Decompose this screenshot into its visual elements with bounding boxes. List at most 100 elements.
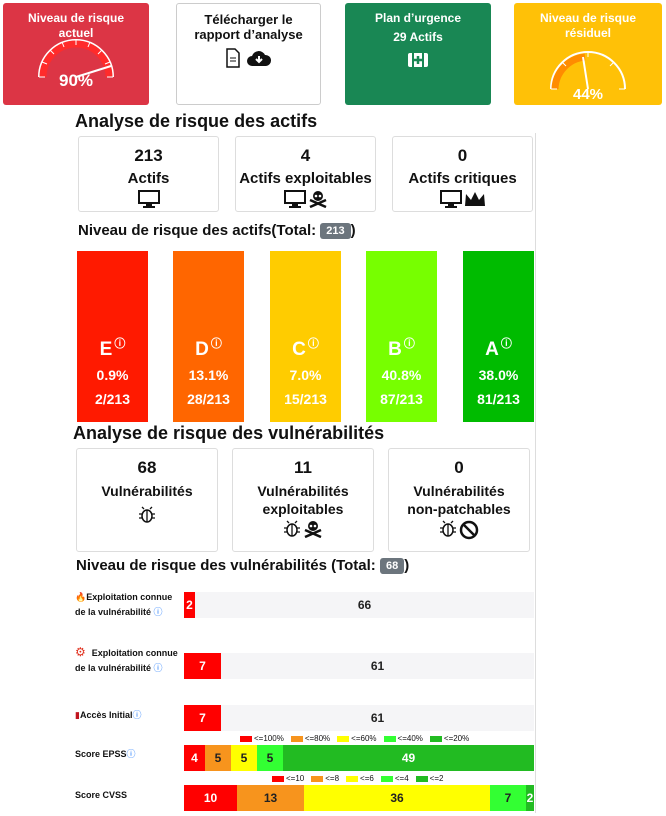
row-known-exploit-2-bar[interactable]: 7 61	[184, 653, 534, 679]
legend-item: <=80%	[290, 734, 330, 743]
vulns-exploitable-box[interactable]: 11 Vulnérabilités exploitables	[232, 448, 374, 552]
fire-icon: 🔥	[75, 592, 87, 602]
row-known-exploit-2-text: Exploitation connue de la vulnérabilité	[75, 648, 178, 673]
bar-rest-segment: 61	[221, 705, 534, 731]
cvss-bar[interactable]: 10 13 36 7 2	[184, 785, 534, 811]
bar-rest-segment: 66	[195, 592, 534, 618]
monitor-icon	[439, 190, 462, 208]
bar-red-segment: 7	[184, 653, 221, 679]
cvss-segment-green: 2	[526, 785, 534, 811]
epss-bar[interactable]: 4 5 5 5 49	[184, 745, 534, 771]
skull-crossbones-icon	[308, 191, 327, 208]
assets-level-paren: )	[350, 222, 356, 239]
grade-b-letter: B	[388, 339, 402, 360]
row-initial-access-label: ▮Accès Initialⓘ	[75, 708, 180, 723]
row-known-exploit-text: Exploitation connue de la vulnérabilité	[75, 592, 173, 617]
vulns-level-heading: Niveau de risque des vulnérabilités (Tot…	[76, 557, 410, 575]
cvss-segment-yellow: 36	[304, 785, 490, 811]
first-aid-kit-icon	[408, 53, 428, 67]
bar-red-segment: 7	[184, 705, 221, 731]
download-report-card[interactable]: Télécharger le rapport d’analyse	[176, 3, 321, 105]
monitor-icon	[137, 190, 160, 208]
info-icon[interactable]: ⓘ	[307, 338, 319, 350]
grade-b-percent: 40.8%	[381, 367, 422, 383]
assets-exploitable-box[interactable]: 4 Actifs exploitables	[235, 136, 376, 212]
ban-icon	[459, 520, 479, 540]
cvss-label: Score CVSS	[75, 788, 180, 803]
door-icon: ▮	[75, 710, 80, 720]
info-icon[interactable]: ⓘ	[403, 338, 415, 350]
info-icon[interactable]: ⓘ	[153, 607, 163, 617]
epss-segment-yellow: 5	[231, 745, 257, 771]
assets-heading: Analyse de risque des actifs	[75, 111, 318, 131]
vulns-unpatchable-label: Vulnérabilités non-patchables	[407, 483, 511, 517]
emergency-plan-title: Plan d’urgence	[374, 11, 462, 25]
report-icons	[177, 48, 320, 73]
info-icon[interactable]: ⓘ	[114, 338, 126, 350]
vulns-total-box[interactable]: 68 Vulnérabilités	[76, 448, 218, 552]
current-risk-title: Niveau de risque actuel	[27, 11, 125, 40]
grade-c-letter: C	[292, 339, 306, 360]
grade-a-letter: A	[485, 339, 499, 360]
info-icon[interactable]: ⓘ	[126, 749, 136, 759]
assets-total-num: 213	[134, 146, 163, 165]
emergency-plan-card[interactable]: Plan d’urgence 29 Actifs	[345, 3, 491, 105]
assets-total-box[interactable]: 213 Actifs	[78, 136, 219, 212]
skull-crossbones-icon	[304, 521, 322, 538]
vulns-total-num: 68	[137, 458, 157, 477]
cvss-segment-lightgreen: 7	[490, 785, 526, 811]
legend-item: <=8	[311, 774, 339, 783]
grade-e-percent: 0.9%	[96, 367, 129, 383]
download-report-title: Télécharger le rapport d’analyse	[194, 12, 303, 42]
epss-segment-red: 4	[184, 745, 205, 771]
epss-label: Score EPSSⓘ	[75, 747, 180, 762]
info-icon[interactable]: ⓘ	[210, 338, 222, 350]
grade-b-fraction: 87/213	[380, 391, 423, 407]
document-icon	[226, 48, 241, 68]
epss-label-text: Score EPSS	[75, 749, 127, 759]
bug-icon	[284, 520, 300, 537]
vulns-exploitable-label: Vulnérabilités exploitables	[257, 483, 349, 517]
assets-exploitable-num: 4	[300, 146, 311, 165]
row-known-exploit-2-label: ⚙ Exploitation connue de la vulnérabilité…	[75, 645, 180, 676]
residual-risk-card[interactable]: Niveau de risque résiduel 44%	[514, 3, 662, 105]
cvss-legend: <=10 <=8 <=6 <=4 <=2	[272, 774, 443, 783]
assets-critical-box[interactable]: 0 Actifs critiques	[392, 136, 533, 212]
grade-e-letter: E	[99, 339, 113, 360]
monitor-icon	[283, 190, 306, 208]
info-icon[interactable]: ⓘ	[500, 338, 512, 350]
legend-item: <=100%	[240, 734, 284, 743]
grade-c-fraction: 15/213	[284, 391, 327, 407]
vulns-level-text: Niveau de risque des vulnérabilités (Tot…	[76, 557, 376, 574]
assets-critical-num: 0	[457, 146, 468, 165]
assets-level-heading: Niveau de risque des actifs(Total: 213)	[78, 222, 356, 240]
emergency-plan-sub: 29 Actifs	[393, 30, 443, 44]
grade-d-letter: D	[195, 339, 209, 360]
vulns-level-paren: )	[404, 557, 410, 574]
grade-d-fraction: 28/213	[187, 391, 230, 407]
legend-item: <=20%	[429, 734, 469, 743]
current-risk-gauge-icon	[38, 39, 114, 78]
row-initial-access-bar[interactable]: 7 61	[184, 705, 534, 731]
grade-d-percent: 13.1%	[188, 367, 229, 383]
legend-item: <=4	[380, 774, 409, 783]
legend-item: <=60%	[337, 734, 377, 743]
vulns-unpatchable-box[interactable]: 0 Vulnérabilités non-patchables	[388, 448, 530, 552]
info-icon[interactable]: ⓘ	[153, 663, 163, 673]
legend-item: <=40%	[383, 734, 423, 743]
bug-icon	[139, 506, 155, 523]
epss-legend: <=100% <=80% <=60% <=40% <=20%	[240, 734, 469, 743]
row-known-exploit-label: 🔥Exploitation connue de la vulnérabilité…	[75, 590, 180, 620]
info-icon[interactable]: ⓘ	[132, 710, 142, 720]
vulns-unpatchable-num: 0	[454, 458, 464, 477]
current-risk-card[interactable]: Niveau de risque actuel 90%	[3, 3, 149, 105]
assets-total-label: Actifs	[127, 170, 170, 187]
row-known-exploit-bar[interactable]: 2 66	[184, 592, 534, 618]
vulns-total-label: Vulnérabilités	[101, 483, 193, 499]
gear-alert-icon: ⚙	[75, 645, 86, 659]
